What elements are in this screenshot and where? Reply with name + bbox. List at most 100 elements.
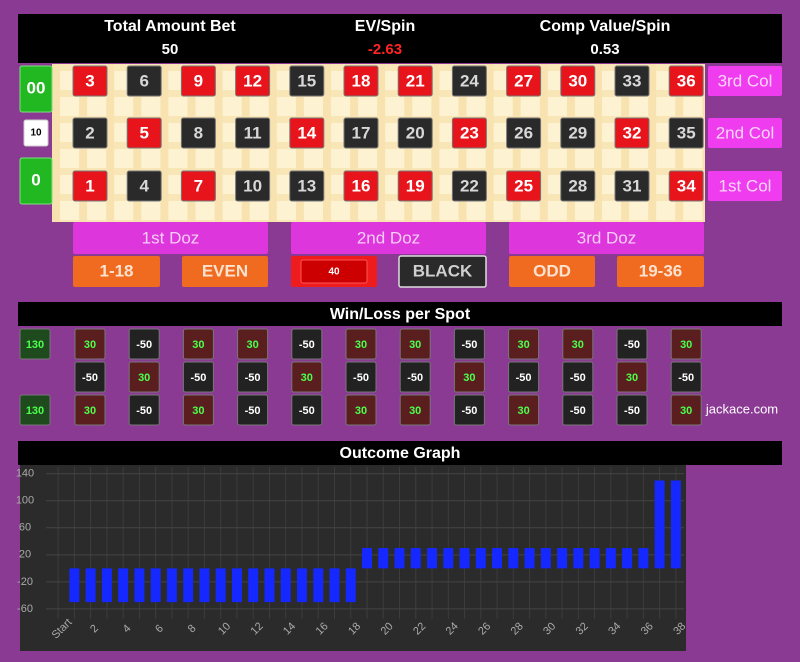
- result-value: 130: [26, 339, 44, 351]
- column-label: 2nd Col: [716, 123, 775, 142]
- bar: [280, 568, 291, 603]
- header-value: 50: [162, 41, 179, 58]
- result-value: -50: [624, 405, 640, 417]
- number-cell: [397, 170, 433, 202]
- result-value: -50: [407, 372, 423, 384]
- outside-bet: [182, 256, 268, 287]
- bar: [296, 568, 307, 603]
- number-cell: [560, 170, 596, 202]
- number-label: 34: [677, 176, 696, 195]
- bar: [540, 548, 551, 569]
- result-value: 30: [192, 339, 204, 351]
- result-value: 30: [301, 372, 313, 384]
- number-label: 17: [352, 123, 371, 142]
- number-label: 2: [85, 123, 94, 142]
- outside-label: BLACK: [413, 261, 473, 280]
- bar: [524, 548, 535, 569]
- bar: [605, 548, 616, 569]
- number-label: 23: [460, 123, 479, 142]
- outside-bet: [73, 256, 160, 287]
- result-cell: [291, 394, 323, 426]
- result-cell: [508, 361, 540, 393]
- number-label: 13: [297, 176, 316, 195]
- number-label: 10: [243, 176, 262, 195]
- bar: [345, 568, 356, 603]
- number-label: 3: [85, 71, 94, 90]
- number-label: 36: [677, 71, 696, 90]
- number-cell: [289, 65, 325, 97]
- result-value: -50: [299, 339, 315, 351]
- result-cell: [291, 328, 323, 360]
- number-cell: [126, 117, 162, 149]
- number-label: 9: [194, 71, 203, 90]
- zero-label: 0: [31, 170, 40, 189]
- number-cell: [289, 170, 325, 202]
- result-cell: [345, 328, 377, 360]
- bar: [427, 548, 438, 569]
- outside-label: EVEN: [202, 261, 248, 280]
- number-cell: [72, 170, 108, 202]
- bar: [557, 548, 568, 569]
- number-label: 19: [406, 176, 425, 195]
- dozen-bet: [291, 222, 486, 254]
- number-cell: [506, 170, 542, 202]
- y-tick-label: -60: [17, 603, 33, 615]
- bar: [670, 480, 681, 569]
- number-label: 14: [297, 123, 316, 142]
- number-label: 24: [460, 71, 479, 90]
- number-label: 6: [139, 71, 148, 90]
- number-cell: [343, 117, 379, 149]
- result-cell: [670, 328, 702, 360]
- number-cell: [397, 65, 433, 97]
- result-value: 30: [192, 405, 204, 417]
- number-label: 32: [623, 123, 642, 142]
- chart-title: Outcome Graph: [340, 445, 461, 462]
- result-value: 30: [355, 339, 367, 351]
- result-cell: [399, 328, 431, 360]
- number-cell: [451, 170, 487, 202]
- number-cell: [451, 117, 487, 149]
- bar: [101, 568, 112, 603]
- bar: [150, 568, 161, 603]
- number-label: 29: [568, 123, 587, 142]
- result-value: -50: [299, 405, 315, 417]
- bar: [508, 548, 519, 569]
- result-cell: [453, 394, 485, 426]
- y-tick-label: 20: [19, 549, 31, 561]
- number-cell: [180, 170, 216, 202]
- result-cell: [74, 361, 106, 393]
- bar: [492, 548, 503, 569]
- bar: [248, 568, 259, 603]
- result-value: -50: [353, 372, 369, 384]
- number-label: 27: [514, 71, 533, 90]
- result-value: -50: [136, 339, 152, 351]
- chip-amount: 40: [328, 267, 340, 278]
- bar: [475, 548, 486, 569]
- result-value: -50: [678, 372, 694, 384]
- bar: [134, 568, 145, 603]
- number-cell: [668, 117, 704, 149]
- result-cell: [616, 328, 648, 360]
- result-cell: [508, 394, 540, 426]
- zero-label: 00: [27, 78, 46, 97]
- result-value: -50: [245, 405, 261, 417]
- result-value: -50: [570, 405, 586, 417]
- bar: [183, 568, 194, 603]
- result-value: 30: [517, 339, 529, 351]
- result-cell: [128, 328, 160, 360]
- column-bet: [708, 66, 782, 96]
- bar: [215, 568, 226, 603]
- result-value: -50: [136, 405, 152, 417]
- bar: [589, 548, 600, 569]
- outside-bet: [398, 255, 487, 288]
- dozen-label: 3rd Doz: [577, 228, 637, 247]
- chip-amount: 10: [30, 128, 42, 139]
- result-value: -50: [245, 372, 261, 384]
- number-cell: [668, 65, 704, 97]
- chip: [300, 259, 368, 284]
- header-bar: [18, 14, 782, 63]
- result-cell: [237, 328, 269, 360]
- number-cell: [289, 117, 325, 149]
